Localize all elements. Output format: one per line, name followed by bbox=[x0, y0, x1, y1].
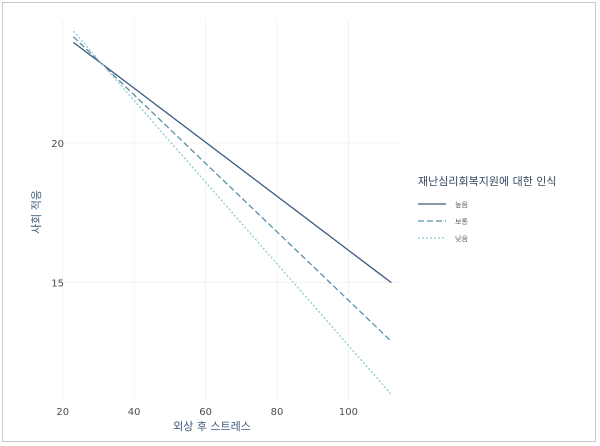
y-axis-title: 사회 적응 bbox=[30, 190, 43, 234]
legend-label: 낮음 bbox=[455, 234, 468, 243]
x-tick-label: 60 bbox=[199, 407, 212, 418]
chart-frame bbox=[2, 2, 596, 442]
x-tick-label: 80 bbox=[271, 407, 284, 418]
x-axis-ticks: 20 40 60 80 100 bbox=[56, 407, 358, 418]
series-line-1 bbox=[73, 41, 392, 284]
y-tick-label: 15 bbox=[51, 279, 64, 290]
legend-title: 재난심리회복지원에 대한 인식 bbox=[418, 175, 557, 188]
legend-label: 보통 bbox=[455, 218, 468, 226]
x-axis-title: 외상 후 스트레스 bbox=[173, 420, 251, 433]
x-tick-label: 40 bbox=[128, 407, 141, 418]
y-tick-label: 20 bbox=[51, 139, 64, 150]
series-lines bbox=[72, 30, 392, 395]
series-line-3 bbox=[72, 30, 392, 395]
legend-label: 높음 bbox=[455, 201, 468, 209]
series-line-2 bbox=[72, 36, 392, 342]
grid bbox=[52, 20, 402, 400]
x-tick-label: 100 bbox=[339, 407, 358, 418]
x-tick-label: 20 bbox=[56, 407, 69, 418]
